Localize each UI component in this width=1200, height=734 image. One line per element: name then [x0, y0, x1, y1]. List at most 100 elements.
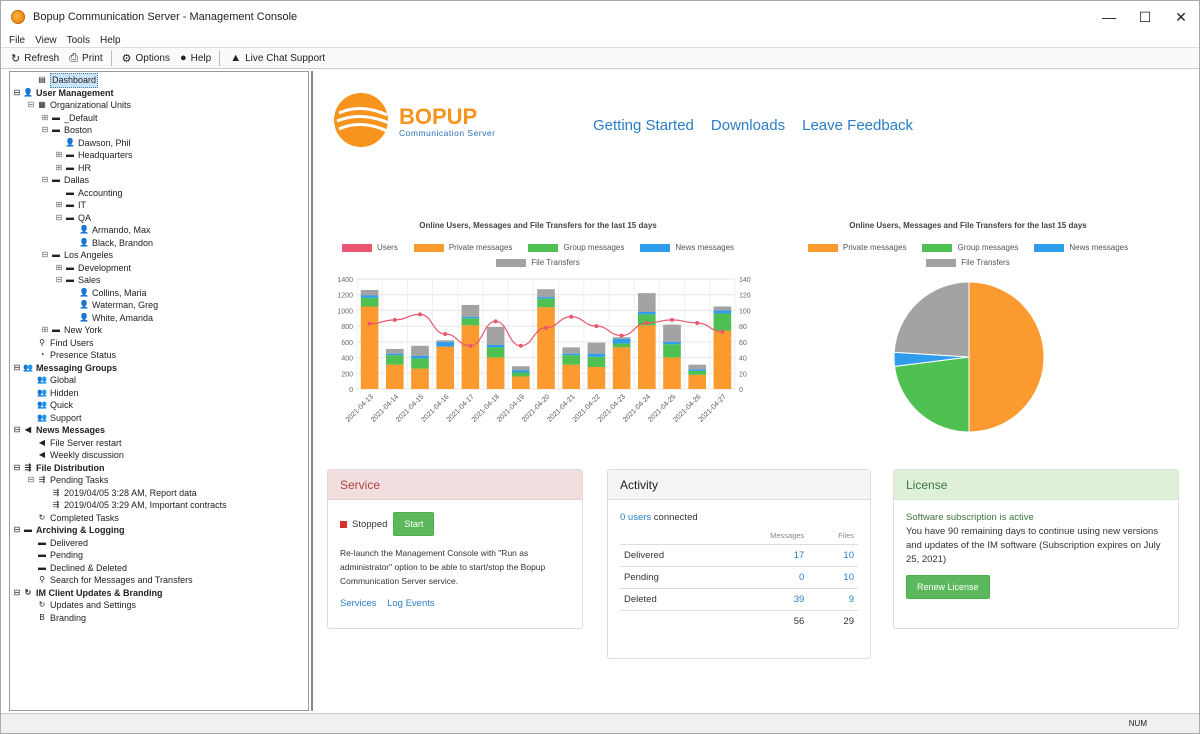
tree-item[interactable]: 👤 Collins, Maria — [69, 287, 147, 300]
tree-item[interactable]: 👥 Global — [27, 374, 76, 387]
menu-help[interactable]: Help — [99, 34, 121, 46]
tree-item[interactable]: ⊟ ▬ Dallas — [41, 174, 89, 187]
tree-item[interactable]: ⚲ Find Users — [27, 337, 93, 350]
tree-item[interactable]: ↻ Updates and Settings — [27, 599, 136, 612]
expand-toggle-icon[interactable]: ⊟ — [27, 100, 35, 109]
tree-item[interactable]: ⊞ ▬ HR — [55, 162, 91, 175]
expand-toggle-icon[interactable]: ⊟ — [13, 587, 21, 597]
expand-toggle-icon[interactable]: ⊞ — [55, 200, 63, 209]
tree-item[interactable]: ⇶ 2019/04/05 3:28 AM, Report data — [41, 487, 197, 500]
messages-count-link[interactable]: 39 — [720, 588, 809, 611]
expand-toggle-icon[interactable]: ⊞ — [55, 150, 63, 159]
renew-license-button[interactable]: Renew License — [906, 575, 990, 599]
expand-toggle-icon[interactable]: ⊟ — [41, 175, 49, 184]
users-link[interactable]: 0 users — [620, 512, 652, 523]
tree-item[interactable]: ◀ Weekly discussion — [27, 449, 124, 462]
expand-toggle-icon[interactable]: ⊟ — [55, 212, 63, 222]
menu-view[interactable]: View — [35, 34, 57, 46]
expand-toggle-icon[interactable]: ⊟ — [41, 125, 49, 134]
tree-item[interactable]: ⊟ ⇶ Pending Tasks — [27, 474, 109, 487]
tree-item[interactable]: ◔ Presence Status — [27, 349, 116, 362]
expand-toggle-icon[interactable]: ⊟ — [13, 462, 21, 472]
leave-feedback-link[interactable]: Leave Feedback — [802, 117, 914, 134]
users-point — [594, 324, 599, 329]
tree-item[interactable]: B Branding — [27, 612, 86, 625]
tree-item[interactable]: ◀ File Server restart — [27, 437, 122, 450]
archive-icon: ▬ — [38, 537, 46, 547]
refresh-label: Refresh — [24, 52, 60, 64]
files-count-link[interactable]: 9 — [808, 588, 858, 611]
getting-started-link[interactable]: Getting Started — [593, 117, 694, 134]
users-point — [720, 329, 725, 334]
tree-item[interactable]: ▤ Dashboard — [27, 73, 99, 88]
tree-item[interactable]: ⊟ ▬ Los Angeles — [41, 249, 113, 262]
expand-toggle-icon[interactable]: ⊟ — [13, 362, 21, 372]
tree-item[interactable]: 👥 Quick — [27, 399, 73, 412]
messages-count-link[interactable]: 0 — [720, 566, 809, 589]
tree-item[interactable]: ⊞ ▬ IT — [55, 199, 86, 212]
tree-item[interactable]: ▬ Delivered — [27, 537, 88, 550]
tree-item[interactable]: ⊟ ▬ QA — [55, 212, 91, 225]
tree-item[interactable]: ⚲ Search for Messages and Transfers — [27, 574, 193, 587]
help-button[interactable]: ● Help — [180, 52, 211, 64]
expand-toggle-icon[interactable]: ⊟ — [13, 425, 21, 434]
tree-item[interactable]: ⊞ ▬ _Default — [41, 112, 98, 125]
expand-toggle-icon[interactable]: ⊟ — [41, 250, 49, 259]
expand-toggle-icon[interactable]: ⊞ — [55, 162, 63, 172]
files-count-link[interactable]: 10 — [808, 544, 858, 567]
tree-item[interactable]: ▬ Pending — [27, 549, 83, 562]
tree-item[interactable]: ▬ Declined & Deleted — [27, 562, 127, 575]
files-count-link[interactable]: 10 — [808, 566, 858, 589]
bar-segment — [562, 353, 581, 356]
tree-item[interactable]: ⊟ ◀ News Messages — [13, 424, 105, 437]
expand-toggle-icon[interactable]: ⊟ — [13, 87, 21, 97]
expand-toggle-icon[interactable]: ⊟ — [55, 275, 63, 284]
tree-item[interactable]: 👤 White, Amanda — [69, 312, 153, 325]
tree-item[interactable]: 👤 Waterman, Greg — [69, 299, 158, 312]
close-button[interactable]: ✕ — [1175, 8, 1187, 25]
expand-toggle-icon[interactable]: ⊞ — [41, 325, 49, 334]
tree-item[interactable]: ⊞ ▬ New York — [41, 324, 102, 337]
maximize-button[interactable]: ☐ — [1138, 8, 1152, 25]
expand-toggle-icon[interactable]: ⊟ — [13, 525, 21, 534]
tree-item[interactable]: ⊟ ⇶ File Distribution — [13, 462, 105, 475]
tree-item[interactable]: ⊞ ▬ Headquarters — [55, 149, 133, 162]
start-button[interactable]: Start — [393, 512, 435, 536]
service-panel-title: Service — [328, 470, 582, 500]
options-button[interactable]: ⚙ Options — [122, 52, 170, 65]
bar-segment — [612, 338, 631, 344]
tree-item[interactable]: ▬ Accounting — [55, 187, 123, 200]
live-chat-button[interactable]: ▲ Live Chat Support — [230, 52, 325, 64]
messages-count-link[interactable]: 17 — [720, 544, 809, 567]
services-link[interactable]: Services — [340, 598, 377, 609]
tree-item[interactable]: 👤 Dawson, Phil — [55, 137, 131, 150]
tree-item[interactable]: 👥 Hidden — [27, 387, 79, 400]
expand-toggle-icon[interactable]: ⊟ — [27, 475, 35, 484]
refresh-button[interactable]: ↻ Refresh — [11, 52, 59, 65]
tree-item[interactable]: ⊞ ▬ Development — [55, 262, 131, 275]
tree-item[interactable]: ⊟ ▦ Organizational Units — [27, 99, 131, 112]
print-button[interactable]: ⎙ Print — [69, 52, 102, 65]
tree-item[interactable]: 👤 Armando, Max — [69, 224, 151, 237]
expand-toggle-icon[interactable]: ⊞ — [55, 262, 63, 272]
expand-toggle-icon[interactable]: ⊞ — [41, 112, 49, 122]
tree-item[interactable]: ⊟ ▬ Archiving & Logging — [13, 524, 125, 537]
tree-item[interactable]: 👥 Support — [27, 412, 82, 425]
tree-item[interactable]: 👤 Black, Brandon — [69, 237, 153, 250]
tree-item[interactable]: ↻ Completed Tasks — [27, 512, 119, 525]
users-point — [695, 321, 700, 325]
tree-item[interactable]: ⊟ ▬ Sales — [55, 274, 101, 287]
tree-item[interactable]: ⇶ 2019/04/05 3:29 AM, Important contracts — [41, 499, 227, 512]
tree-item[interactable]: ⊟ 👥 Messaging Groups — [13, 362, 117, 375]
legend-label: File Transfers — [531, 258, 580, 267]
tree-item[interactable]: ⊟ ▬ Boston — [41, 124, 92, 137]
y-tick-label-right: 80 — [739, 324, 747, 331]
folder-icon: ▬ — [66, 187, 74, 197]
menu-file[interactable]: File — [9, 34, 26, 46]
minimize-button[interactable]: — — [1102, 9, 1116, 25]
downloads-link[interactable]: Downloads — [710, 117, 786, 134]
log-events-link[interactable]: Log Events — [387, 598, 435, 609]
tree-item[interactable]: ⊟ 👤 User Management — [13, 87, 114, 100]
menu-tools[interactable]: Tools — [66, 34, 90, 46]
tree-item[interactable]: ⊟ ↻ IM Client Updates & Branding — [13, 587, 163, 600]
